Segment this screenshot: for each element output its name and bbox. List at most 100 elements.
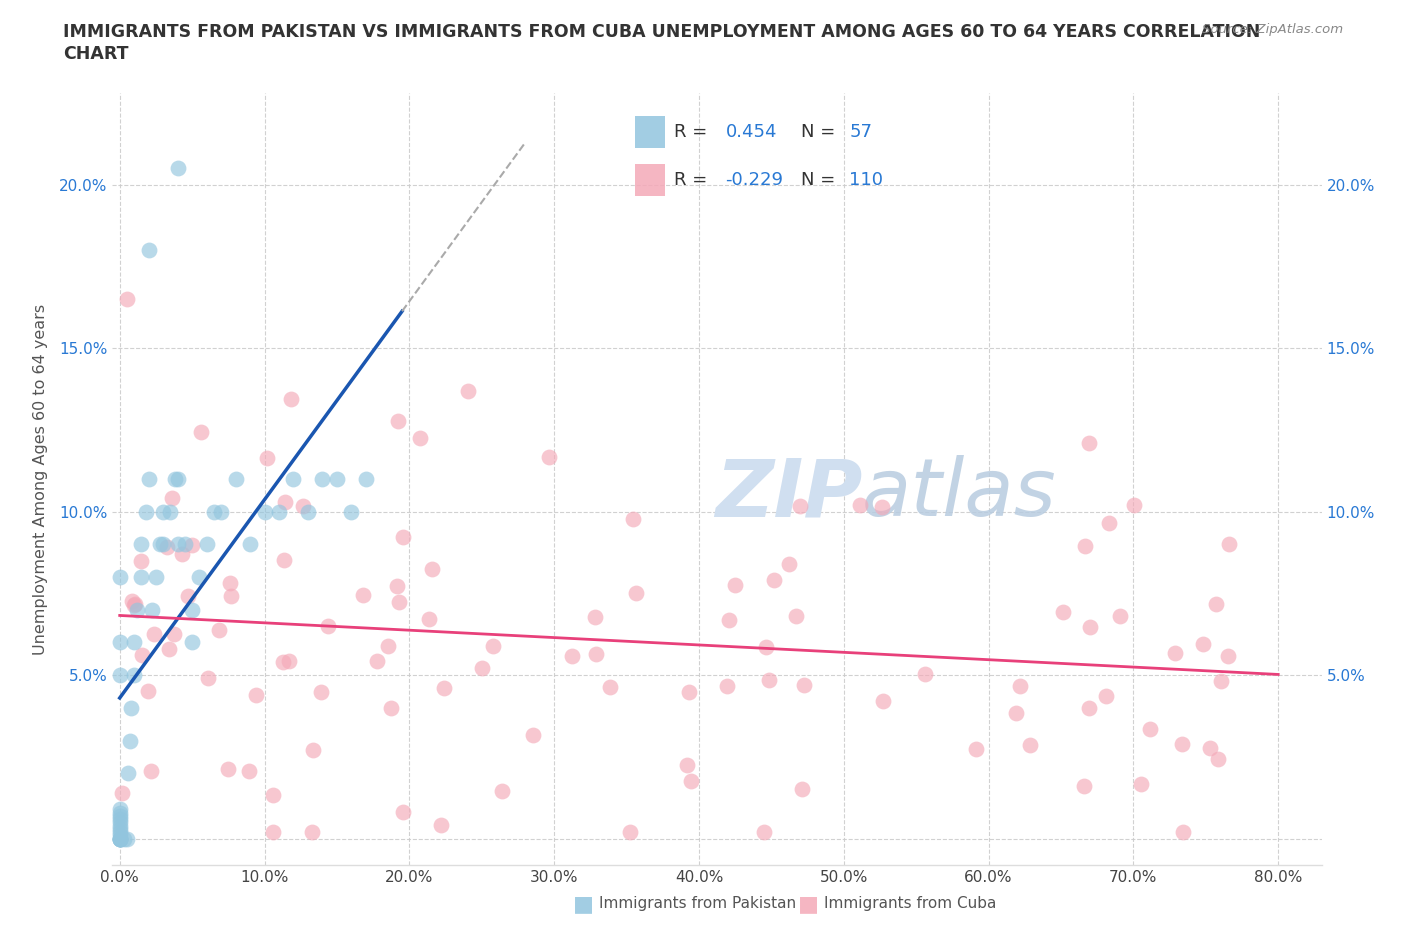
Immigrants from Cuba [143,627,166,642]
Immigrants from Cuba [522,727,544,742]
Immigrants from Pakistan [149,537,172,551]
Immigrants from Cuba [762,573,785,588]
Immigrants from Pakistan [173,537,195,551]
Immigrants from Pakistan [152,537,174,551]
Immigrants from Cuba [274,494,297,509]
Immigrants from Cuba [1018,737,1040,752]
Text: Immigrants from Pakistan: Immigrants from Pakistan [599,897,796,911]
Immigrants from Cuba [190,425,212,440]
Immigrants from Cuba [1123,498,1146,512]
Immigrants from Cuba [157,642,180,657]
Immigrants from Cuba [309,684,332,699]
Immigrants from Cuba [482,639,505,654]
Immigrants from Pakistan [326,472,349,486]
Immigrants from Cuba [1052,604,1074,619]
Immigrants from Pakistan [225,472,247,486]
Immigrants from Pakistan [141,603,163,618]
Immigrants from Pakistan [209,504,232,519]
Immigrants from Pakistan [115,831,138,846]
Immigrants from Cuba [755,640,778,655]
Immigrants from Cuba [139,764,162,778]
Immigrants from Pakistan [283,472,305,486]
Immigrants from Pakistan [354,472,377,486]
Immigrants from Cuba [218,576,240,591]
Immigrants from Cuba [163,627,186,642]
Immigrants from Cuba [302,742,325,757]
Immigrants from Cuba [778,557,800,572]
Immigrants from Pakistan [127,603,149,618]
Immigrants from Pakistan [138,243,160,258]
Immigrants from Cuba [678,684,700,699]
Immigrants from Cuba [1098,515,1121,530]
Immigrants from Cuba [1005,705,1028,720]
Immigrants from Cuba [430,818,453,833]
Immigrants from Cuba [599,679,621,694]
Immigrants from Cuba [366,654,388,669]
Y-axis label: Unemployment Among Ages 60 to 64 years: Unemployment Among Ages 60 to 64 years [34,303,48,655]
Immigrants from Pakistan [131,570,153,585]
Text: Source: ZipAtlas.com: Source: ZipAtlas.com [1202,23,1343,36]
Immigrants from Pakistan [122,635,145,650]
Immigrants from Cuba [471,660,494,675]
Immigrants from Cuba [585,647,607,662]
Immigrants from Cuba [676,758,699,773]
Immigrants from Pakistan [108,570,131,585]
Text: Immigrants from Cuba: Immigrants from Cuba [824,897,997,911]
Immigrants from Pakistan [202,504,225,519]
Immigrants from Cuba [789,498,811,513]
Immigrants from Pakistan [340,504,363,519]
Immigrants from Cuba [1216,648,1239,663]
Immigrants from Cuba [1164,646,1187,661]
Immigrants from Cuba [1074,538,1097,553]
Immigrants from Cuba [457,383,479,398]
Immigrants from Cuba [207,623,229,638]
Immigrants from Pakistan [122,668,145,683]
Text: 57: 57 [849,124,872,141]
Immigrants from Cuba [292,498,315,513]
Immigrants from Cuba [387,413,409,428]
Immigrants from Cuba [377,638,399,653]
Immigrants from Pakistan [166,161,188,176]
Immigrants from Cuba [619,825,641,840]
Immigrants from Pakistan [108,831,131,846]
Immigrants from Cuba [1205,596,1227,611]
Immigrants from Cuba [1078,435,1101,450]
Immigrants from Cuba [1211,673,1233,688]
Immigrants from Pakistan [108,831,131,846]
Bar [634,116,665,148]
Immigrants from Cuba [181,538,204,552]
Immigrants from Cuba [409,431,432,445]
Immigrants from Cuba [965,742,987,757]
Text: R =: R = [673,124,707,141]
Immigrants from Pakistan [108,831,131,846]
Immigrants from Pakistan [108,828,131,843]
Immigrants from Cuba [561,649,583,664]
Text: N =: N = [801,171,835,190]
Immigrants from Pakistan [297,504,319,519]
Immigrants from Pakistan [239,537,262,551]
Immigrants from Cuba [1078,700,1101,715]
Immigrants from Cuba [790,782,813,797]
Immigrants from Cuba [136,684,159,698]
Text: atlas: atlas [862,456,1057,534]
Immigrants from Cuba [280,392,302,406]
Bar [634,165,665,196]
Immigrants from Pakistan [181,635,204,650]
Immigrants from Cuba [754,825,776,840]
Immigrants from Cuba [262,825,284,840]
Immigrants from Cuba [1218,537,1240,551]
Immigrants from Cuba [681,774,703,789]
Immigrants from Cuba [1095,688,1118,703]
Immigrants from Cuba [385,578,408,593]
Immigrants from Pakistan [118,733,141,748]
Immigrants from Pakistan [138,472,160,486]
Immigrants from Pakistan [108,821,131,836]
Immigrants from Pakistan [188,570,211,585]
Immigrants from Pakistan [108,635,131,650]
Immigrants from Cuba [758,672,780,687]
Immigrants from Cuba [537,449,560,464]
Immigrants from Pakistan [152,504,174,519]
Immigrants from Cuba [160,490,183,505]
Immigrants from Pakistan [120,700,142,715]
Immigrants from Cuba [256,451,278,466]
